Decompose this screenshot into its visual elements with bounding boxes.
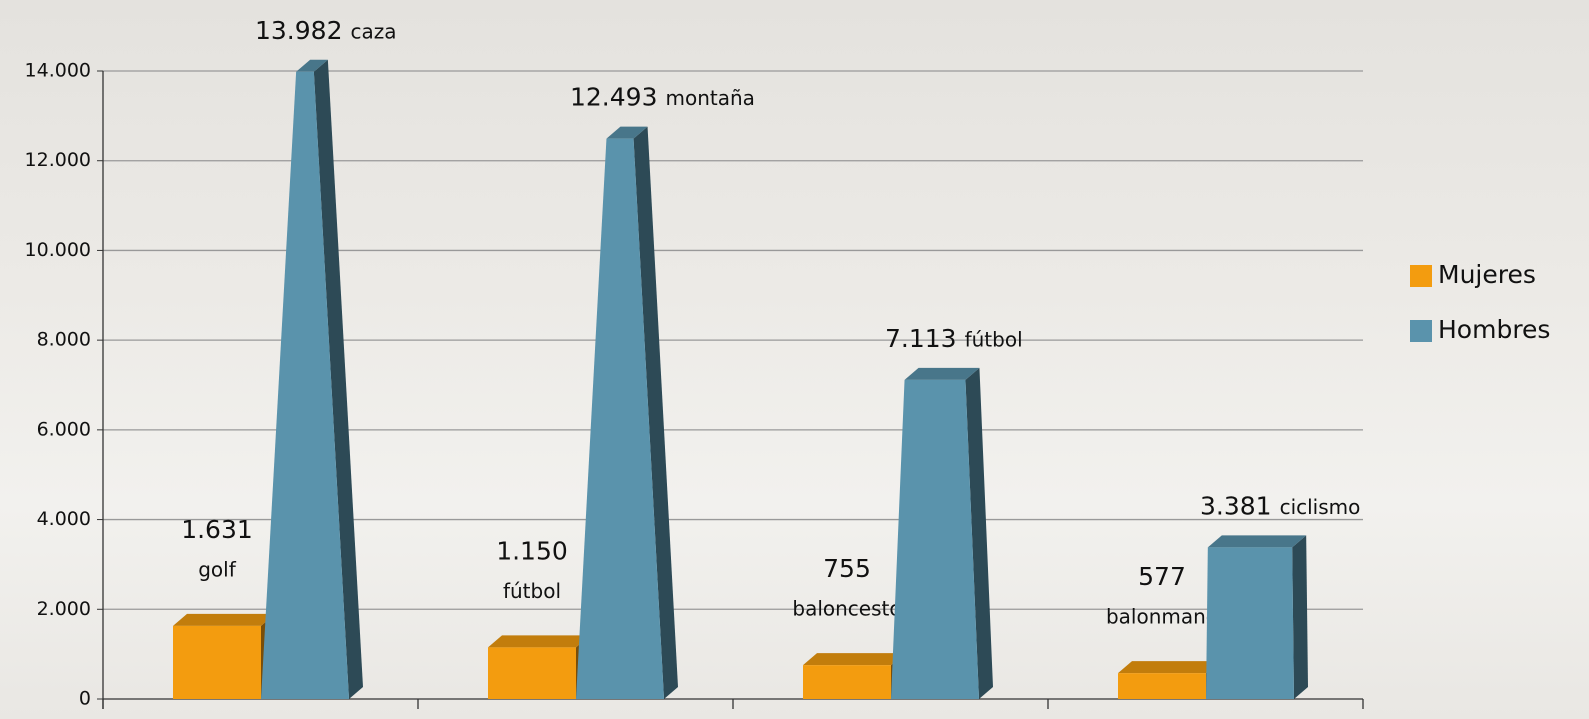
value-label: 13.982 — [255, 16, 342, 45]
bar-front — [1206, 547, 1294, 699]
bar-top — [173, 614, 275, 626]
sport-label: caza — [350, 19, 396, 43]
bar — [576, 127, 678, 699]
y-tick-label: 6.000 — [37, 418, 91, 440]
bar-top — [488, 635, 590, 647]
bar-side — [1292, 535, 1308, 699]
y-tick-label: 12.000 — [25, 149, 91, 171]
value-label: 3.381 — [1200, 491, 1272, 520]
sport-label: montaña — [665, 86, 754, 110]
page: {"chart_data": { "type": "bar", "categor… — [0, 0, 1589, 719]
bar-front — [803, 665, 891, 699]
sport-label: balonmano — [1106, 605, 1218, 629]
legend-label: Hombres — [1438, 315, 1550, 344]
y-tick-label: 2.000 — [37, 598, 91, 620]
bar-top — [803, 653, 905, 665]
value-label: 12.493 — [570, 83, 657, 112]
legend-swatch — [1410, 265, 1432, 287]
y-tick-label: 14.000 — [25, 60, 91, 82]
sport-label: baloncesto — [792, 597, 901, 621]
y-tick-label: 4.000 — [37, 508, 91, 530]
chart: 0 2.000 4.000 6.000 8.000 10.000 12.000 14.000 1… — [0, 0, 1589, 719]
sport-label: fútbol — [965, 327, 1023, 351]
sport-label: fútbol — [503, 579, 561, 603]
bar-top — [1208, 535, 1306, 547]
value-label: 1.150 — [496, 536, 568, 565]
value-label: 1.631 — [181, 515, 253, 544]
bar-front — [173, 626, 261, 699]
bar — [1206, 535, 1308, 699]
bar — [261, 60, 363, 699]
bar — [1118, 661, 1220, 699]
sport-label: ciclismo — [1280, 495, 1361, 519]
legend-label: Mujeres — [1438, 260, 1536, 289]
legend-swatch — [1410, 320, 1432, 342]
value-label: 755 — [823, 554, 871, 583]
bar — [173, 614, 275, 699]
value-label: 577 — [1138, 562, 1186, 591]
bar-front — [488, 647, 576, 699]
y-tick-label: 8.000 — [37, 329, 91, 351]
bar — [803, 653, 905, 699]
bar — [488, 635, 590, 699]
bar-top — [1118, 661, 1220, 673]
bar-front — [891, 380, 979, 699]
y-tick-label: 0 — [79, 688, 91, 710]
y-tick-label: 10.000 — [25, 239, 91, 261]
bar — [891, 368, 993, 699]
bar-front — [1118, 673, 1206, 699]
value-label: 7.113 — [885, 324, 957, 353]
sport-label: golf — [198, 557, 236, 581]
